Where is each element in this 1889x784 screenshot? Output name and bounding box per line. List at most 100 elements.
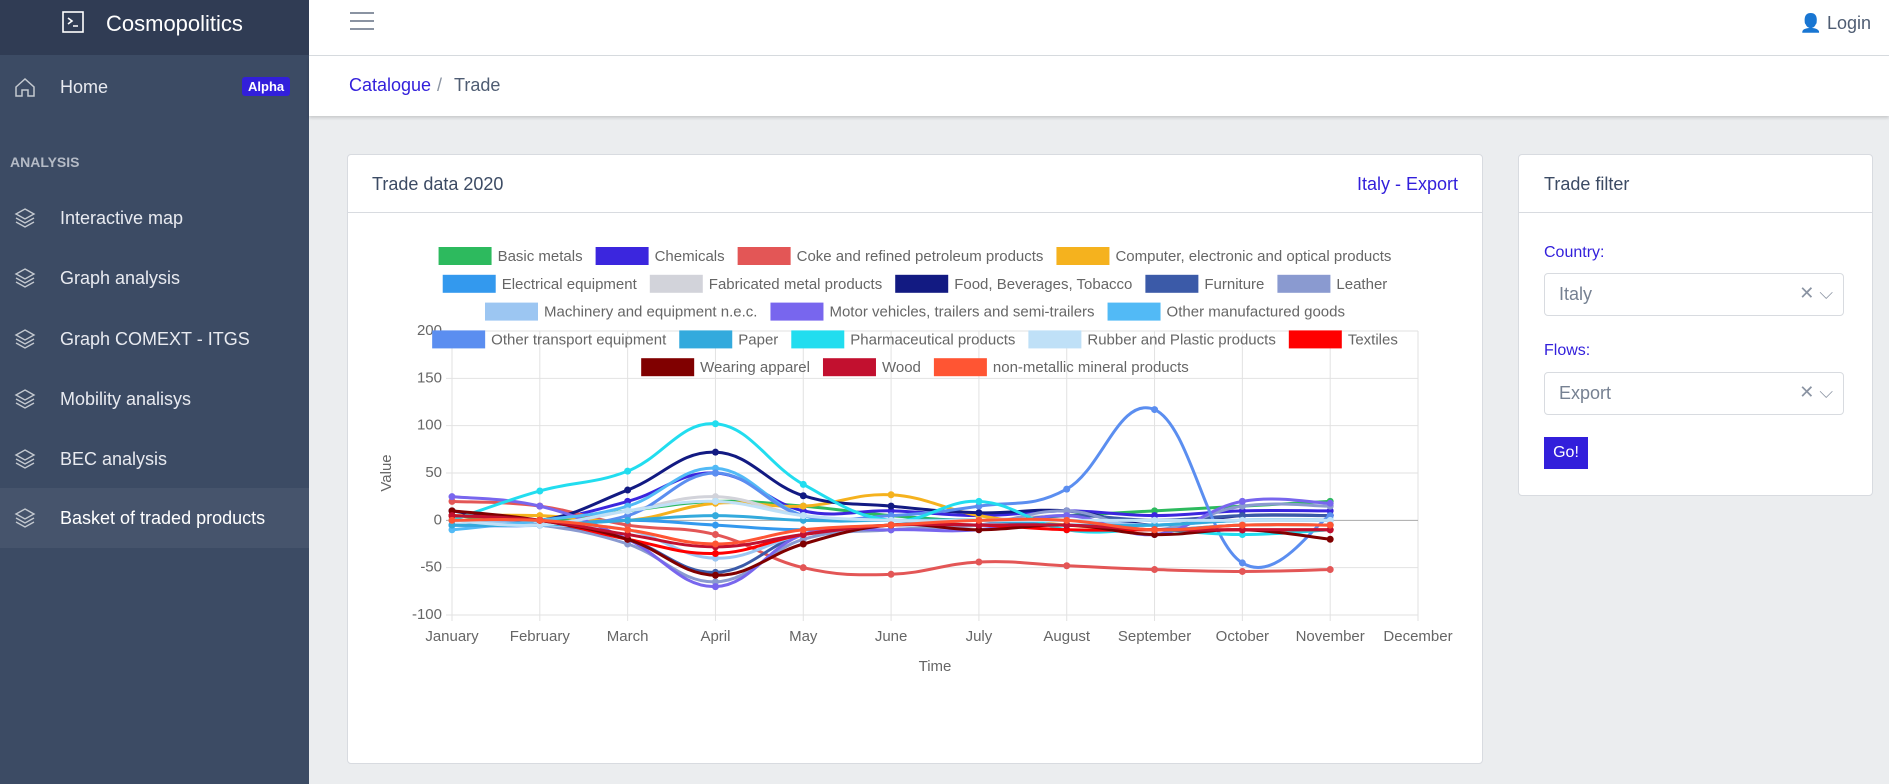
legend-swatch — [438, 247, 492, 265]
nav-item[interactable]: Interactive map — [0, 188, 309, 248]
icon — [14, 329, 36, 349]
data-point — [536, 487, 544, 495]
nav-item[interactable]: Graph analysis — [0, 248, 309, 308]
nav-item[interactable]: Basket of traded products — [0, 488, 309, 548]
brand-icon — [62, 11, 84, 33]
nav-item[interactable]: Graph COMEXT - ITGS — [0, 309, 309, 369]
legend-item: Pharmaceutical products — [791, 330, 1015, 349]
section-title: ANALYSIS — [10, 154, 80, 170]
x-tick-label: October — [1216, 628, 1269, 645]
sidebar: Cosmopolitics Home Alpha ANALYSIS Intera… — [0, 0, 309, 784]
data-point — [1326, 521, 1334, 529]
x-tick-label: March — [607, 628, 649, 645]
data-point — [624, 507, 632, 515]
menu-toggle[interactable] — [349, 10, 375, 32]
x-tick-label: December — [1383, 628, 1452, 645]
data-point — [1238, 559, 1246, 567]
field-label: Flows: — [1544, 342, 1591, 359]
x-tick-label: July — [966, 628, 993, 645]
legend-item: Paper — [679, 330, 778, 349]
nav-item[interactable]: Mobility analisys — [0, 369, 309, 429]
data-point — [1326, 499, 1334, 507]
legend-label: Leather — [1336, 276, 1387, 293]
legend-label: Wood — [882, 359, 921, 376]
legend-label: Furniture — [1204, 276, 1264, 293]
flows-select[interactable]: Export ✕ ⌵ — [1544, 372, 1844, 415]
data-point — [799, 492, 807, 500]
data-point — [711, 583, 719, 591]
legend-item: non-metallic mineral products — [933, 358, 1189, 377]
field-label: Country: — [1544, 244, 1605, 261]
data-point — [975, 497, 983, 505]
icon — [14, 208, 36, 228]
y-tick-label: -100 — [412, 606, 442, 623]
legend-swatch — [895, 274, 949, 293]
legend-label: Food, Beverages, Tobacco — [954, 276, 1132, 293]
legend-swatch — [933, 358, 987, 377]
breadcrumb-current: Trade — [454, 75, 501, 95]
data-point — [799, 502, 807, 510]
legend-swatch — [649, 274, 703, 293]
login-label: Login — [1826, 13, 1871, 33]
x-tick-label: May — [789, 628, 818, 645]
data-point — [799, 512, 807, 520]
series-line — [451, 406, 1331, 569]
y-tick-label: -50 — [420, 559, 442, 576]
legend-swatch — [1288, 330, 1342, 349]
breadcrumb: Catalogue / Trade — [309, 56, 1889, 116]
legend-item: Machinery and equipment n.e.c. — [485, 302, 757, 321]
data-point — [448, 516, 456, 524]
legend-swatch — [1107, 302, 1161, 321]
legend-item: Computer, electronic and optical product… — [1056, 247, 1391, 265]
data-point — [887, 521, 895, 529]
data-point — [1151, 516, 1159, 524]
nav-label: Home — [60, 76, 109, 97]
data-point — [624, 486, 632, 494]
legend-swatch — [737, 247, 791, 265]
data-point — [711, 497, 719, 505]
data-point — [975, 509, 983, 517]
select-controls: ✕ ⌵ — [1799, 382, 1833, 402]
legend-label: Other transport equipment — [491, 331, 667, 348]
data-point — [1326, 535, 1334, 543]
data-point — [975, 558, 983, 566]
login[interactable]: 👤 Login — [1799, 13, 1871, 33]
legend-label: Coke and refined petroleum products — [797, 248, 1044, 265]
go-button[interactable]: Go! — [1544, 437, 1588, 469]
data-point — [711, 549, 719, 557]
data-point — [448, 493, 456, 501]
badge: Alpha — [242, 77, 291, 96]
nav-item[interactable]: BEC analysis — [0, 429, 309, 489]
breadcrumb-link[interactable]: Catalogue — [349, 75, 432, 95]
data-point — [1063, 562, 1071, 570]
legend-swatch — [1145, 274, 1199, 293]
data-point — [887, 570, 895, 578]
legend-swatch — [679, 330, 733, 349]
x-tick-label: April — [700, 628, 730, 645]
legend-swatch — [770, 302, 824, 321]
x-tick-label: November — [1296, 628, 1365, 645]
country-select[interactable]: Italy ✕ ⌵ — [1544, 273, 1844, 316]
legend-label: Machinery and equipment n.e.c. — [544, 304, 757, 321]
x-tick-label: June — [875, 628, 908, 645]
x-tick-label: January — [425, 628, 479, 645]
select-controls: ✕ ⌵ — [1799, 283, 1833, 303]
legend-swatch — [822, 358, 876, 377]
data-point — [536, 516, 544, 524]
data-point — [1238, 567, 1246, 575]
data-point — [624, 516, 632, 524]
data-point — [711, 469, 719, 477]
icon — [14, 389, 36, 409]
filter-title: Trade filter — [1544, 174, 1630, 194]
legend-item: Other transport equipment — [432, 330, 667, 349]
legend-swatch — [791, 330, 845, 349]
data-point — [711, 571, 719, 579]
legend-swatch — [595, 247, 649, 265]
data-point — [1063, 485, 1071, 493]
x-tick-label: August — [1043, 628, 1091, 645]
data-point — [1238, 497, 1246, 505]
nav-label: Mobility analisys — [60, 388, 192, 409]
legend-item: Motor vehicles, trailers and semi-traile… — [770, 302, 1095, 321]
nav-home[interactable]: Home Alpha — [0, 57, 309, 117]
separator: / — [437, 75, 443, 95]
